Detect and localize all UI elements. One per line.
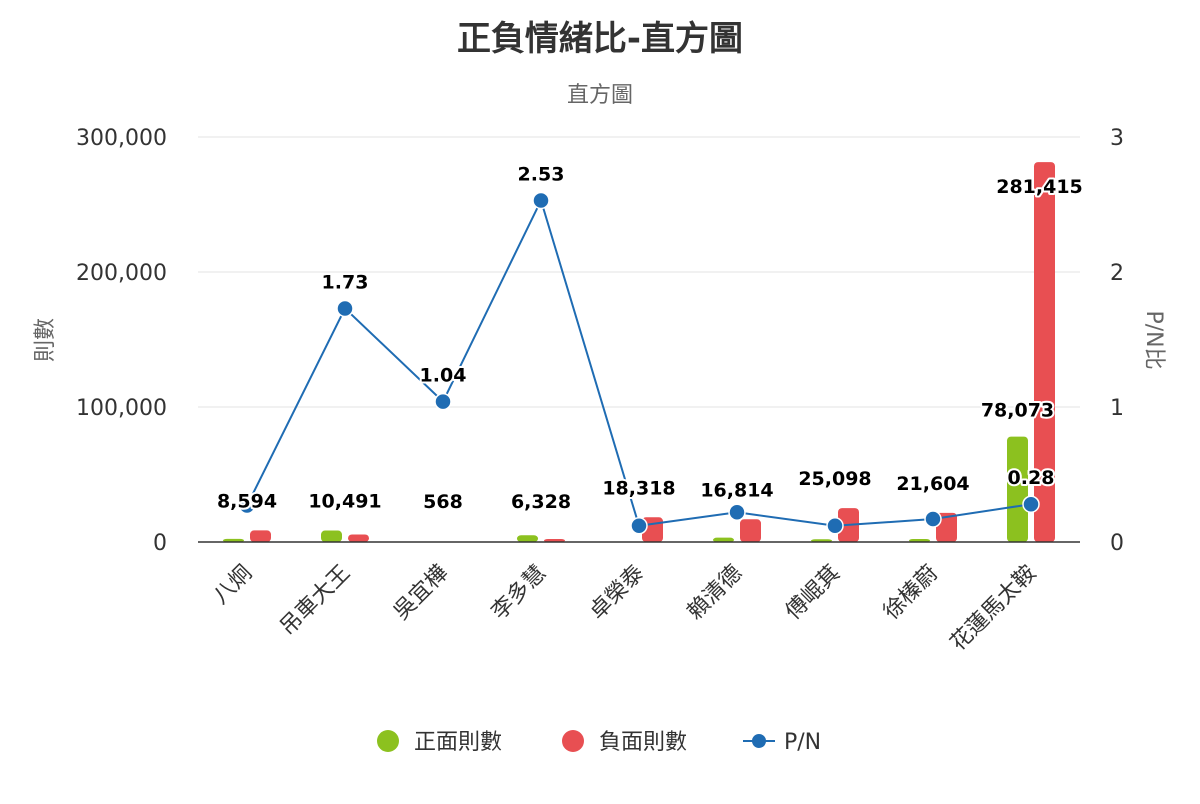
legend: 正面則數 負面則數 P/N	[377, 730, 821, 755]
legend-pn-marker	[752, 734, 766, 748]
y-left-tick-label: 300,000	[76, 126, 167, 151]
positive-bar-cat-3[interactable]	[517, 535, 538, 542]
bar-value-label: 18,318	[602, 477, 675, 499]
y-right-tick-label: 3	[1110, 126, 1124, 151]
pn-point-cat-7[interactable]	[925, 511, 941, 527]
axes: 0 100,000 200,000 300,000 0 1 2 3 八炯吊車大王吳宜樺李多慧卓榮…	[76, 126, 1124, 656]
pn-value-label: 1.73	[322, 271, 369, 293]
negative-bar-cat-1[interactable]	[348, 534, 369, 542]
positive-bar-cat-8[interactable]	[1007, 437, 1028, 542]
bar-value-label: 21,604	[896, 473, 969, 495]
legend-pn-label: P/N	[784, 730, 821, 755]
x-tick-label: 傅崐萁	[781, 561, 845, 625]
x-tick-label: 卓榮泰	[585, 561, 649, 625]
y-right-tick-label: 0	[1110, 531, 1124, 556]
negative-bar-cat-5[interactable]	[740, 519, 761, 542]
x-tick-label: 李多慧	[487, 561, 551, 625]
bar-value-label: 8,594	[217, 490, 277, 512]
pn-value-label: 0.28	[1008, 467, 1055, 489]
legend-positive-label: 正面則數	[414, 730, 502, 755]
data-labels: 8,594 10,491 568 6,328 18,318 16,814 25,098 21,…	[217, 163, 1083, 513]
legend-item-negative[interactable]: 負面則數	[562, 730, 687, 755]
x-tick-label: 八炯	[208, 561, 257, 610]
x-tick-label: 吊車大王	[275, 561, 355, 641]
y-left-tick-label: 0	[153, 531, 167, 556]
y-left-tick-label: 200,000	[76, 261, 167, 286]
y-left-tick-label: 100,000	[76, 396, 167, 421]
pn-value-label: 1.04	[420, 365, 467, 387]
x-tick-label: 花蓮馬太鞍	[946, 561, 1041, 656]
bar-value-label: 281,415	[996, 176, 1083, 198]
legend-negative-marker	[562, 730, 584, 752]
y-right-tick-label: 1	[1110, 396, 1124, 421]
legend-item-positive[interactable]: 正面則數	[377, 730, 502, 755]
chart-title: 正負情緒比-直方圖	[457, 19, 743, 59]
x-tick-label: 賴清德	[683, 561, 747, 625]
pn-point-cat-8[interactable]	[1023, 496, 1039, 512]
bar-value-label: 25,098	[798, 468, 871, 490]
legend-negative-label: 負面則數	[599, 730, 687, 755]
legend-item-pn[interactable]: P/N	[743, 730, 821, 755]
pn-point-cat-4[interactable]	[631, 518, 647, 534]
bar-value-label: 6,328	[511, 491, 571, 513]
y-axis-right-title: P/N比	[1141, 310, 1166, 369]
pn-point-cat-2[interactable]	[435, 394, 451, 410]
legend-positive-marker	[377, 730, 399, 752]
y-right-tick-label: 2	[1110, 261, 1124, 286]
bar-value-label: 568	[423, 491, 463, 513]
bar-value-label: 78,073	[981, 400, 1054, 422]
negative-bar-cat-0[interactable]	[250, 530, 271, 542]
pn-value-label: 2.53	[518, 163, 565, 185]
chart-subtitle: 直方圖	[567, 83, 633, 108]
pn-point-cat-6[interactable]	[827, 518, 843, 534]
x-tick-label: 徐榛蔚	[879, 561, 943, 625]
pn-point-cat-3[interactable]	[533, 192, 549, 208]
positive-bar-cat-1[interactable]	[321, 531, 342, 542]
y-axis-left-title: 則數	[33, 318, 58, 362]
bar-value-label: 16,814	[700, 479, 773, 501]
pn-point-cat-5[interactable]	[729, 504, 745, 520]
bar-value-label: 10,491	[308, 491, 381, 513]
x-tick-label: 吳宜樺	[389, 561, 453, 625]
pn-point-cat-1[interactable]	[337, 300, 353, 316]
